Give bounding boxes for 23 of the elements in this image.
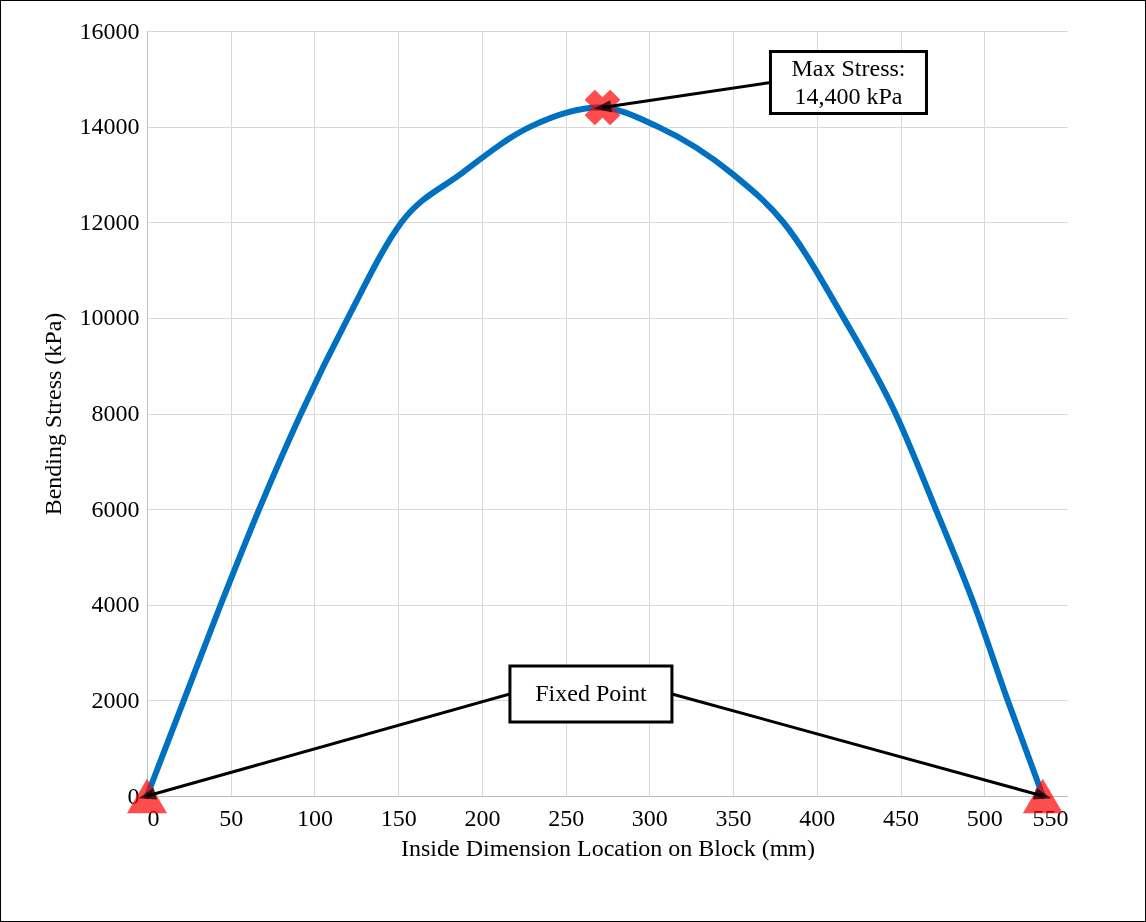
y-tick-label: 0 <box>127 782 140 809</box>
x-tick-label: 350 <box>715 804 752 831</box>
y-tick-label: 6000 <box>91 495 140 522</box>
x-axis-title: Inside Dimension Location on Block (mm) <box>401 834 815 861</box>
y-tick-label: 14000 <box>79 113 140 140</box>
annotation: Fixed Point <box>535 680 647 706</box>
x-tick-label: 500 <box>966 804 1003 831</box>
y-tick-label: 8000 <box>91 400 140 426</box>
x-tick-label: 150 <box>380 804 417 831</box>
y-axis-title: Bending Stress (kPa) <box>39 312 66 516</box>
y-tick-label: 2000 <box>91 686 140 713</box>
annotation: Max Stress: 14,400 kPa <box>791 54 906 109</box>
y-tick-label: 16000 <box>79 17 140 44</box>
x-tick-label: 50 <box>219 804 244 831</box>
x-tick-label: 450 <box>883 804 920 831</box>
y-tick-label: 10000 <box>79 304 140 331</box>
x-tick-label: 250 <box>548 804 585 831</box>
x-tick-label: 300 <box>631 804 668 831</box>
x-tick-label: 400 <box>799 804 836 831</box>
x-tick-label: 200 <box>464 804 501 831</box>
y-tick-label: 12000 <box>79 208 140 235</box>
y-tick-label: 4000 <box>91 591 140 618</box>
x-tick-label: 100 <box>296 804 333 831</box>
